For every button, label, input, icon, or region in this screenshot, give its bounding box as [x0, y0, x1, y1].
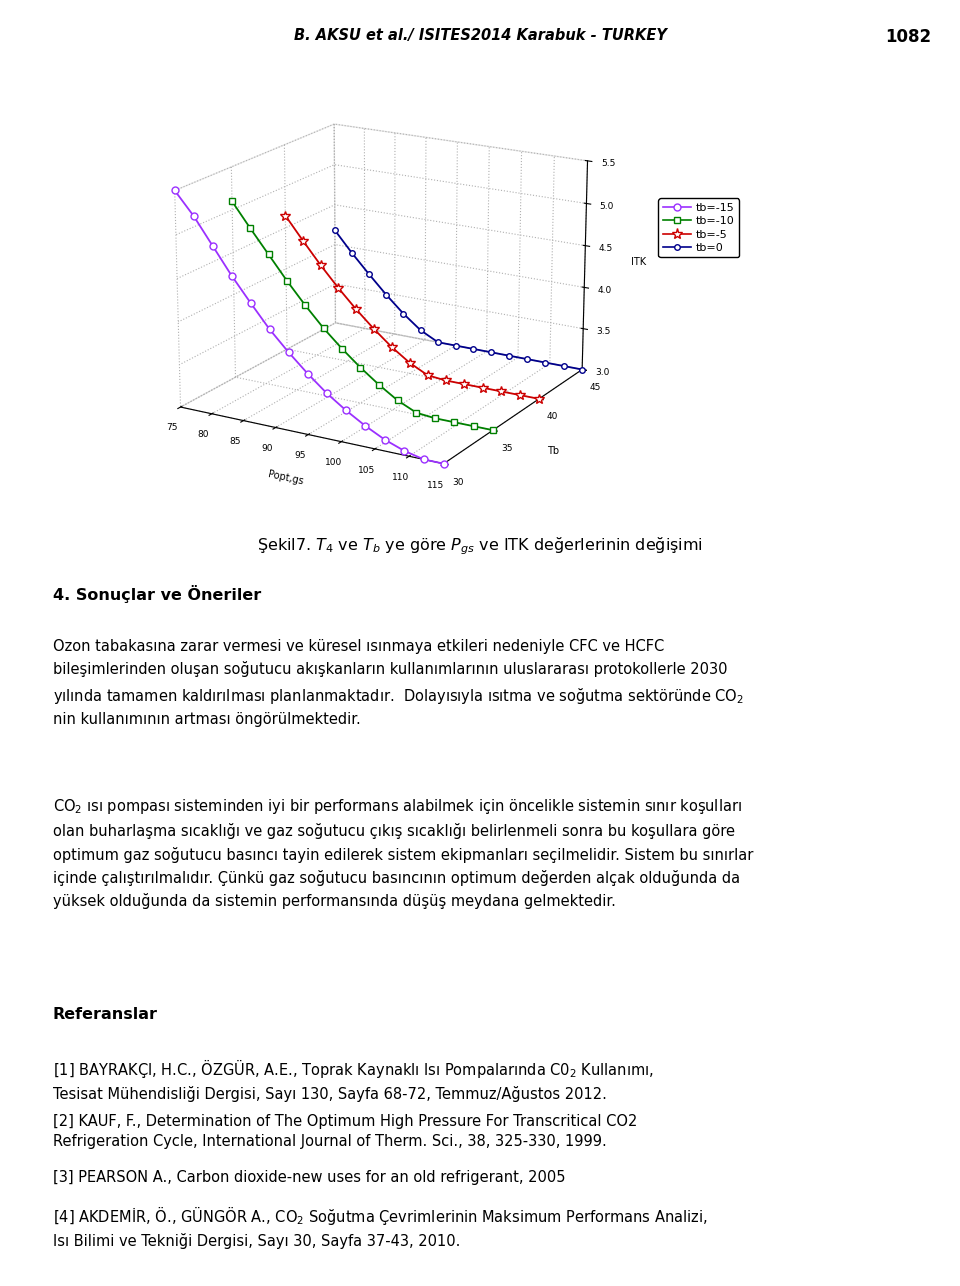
Text: Ozon tabakasına zarar vermesi ve küresel ısınmaya etkileri nedeniyle CFC ve HCFC: Ozon tabakasına zarar vermesi ve küresel…	[53, 639, 744, 727]
Text: [1] BAYRAKÇI, H.C., ÖZGÜR, A.E., Toprak Kaynaklı Isı Pompalarında C0$_2$ Kullanı: [1] BAYRAKÇI, H.C., ÖZGÜR, A.E., Toprak …	[53, 1057, 654, 1102]
Legend: tb=-15, tb=-10, tb=-5, tb=0: tb=-15, tb=-10, tb=-5, tb=0	[659, 198, 739, 257]
Text: [2] KAUF, F., Determination of The Optimum High Pressure For Transcritical CO2
R: [2] KAUF, F., Determination of The Optim…	[53, 1114, 637, 1150]
Text: B. AKSU et al./ ISITES2014 Karabuk - TURKEY: B. AKSU et al./ ISITES2014 Karabuk - TUR…	[294, 28, 666, 44]
Text: Referanslar: Referanslar	[53, 1007, 157, 1022]
Y-axis label: Tb: Tb	[547, 446, 560, 457]
Text: [3] PEARSON A., Carbon dioxide-new uses for an old refrigerant, 2005: [3] PEARSON A., Carbon dioxide-new uses …	[53, 1170, 565, 1186]
Text: Şekil7. $T_4$ ve $T_b$ ye göre $P_{gs}$ ve ITK değerlerinin değişimi: Şekil7. $T_4$ ve $T_b$ ye göre $P_{gs}$ …	[257, 536, 703, 557]
Text: 4. Sonuçlar ve Öneriler: 4. Sonuçlar ve Öneriler	[53, 585, 261, 603]
X-axis label: Popt,gs: Popt,gs	[267, 469, 304, 487]
Text: 1082: 1082	[885, 28, 931, 46]
Text: CO$_2$ ısı pompası sisteminden iyi bir performans alabilmek için öncelikle siste: CO$_2$ ısı pompası sisteminden iyi bir p…	[53, 797, 754, 909]
Text: [4] AKDEMİR, Ö., GÜNGÖR A., CO$_2$ Soğutma Çevrimlerinin Maksimum Performans Ana: [4] AKDEMİR, Ö., GÜNGÖR A., CO$_2$ Soğut…	[53, 1204, 708, 1249]
